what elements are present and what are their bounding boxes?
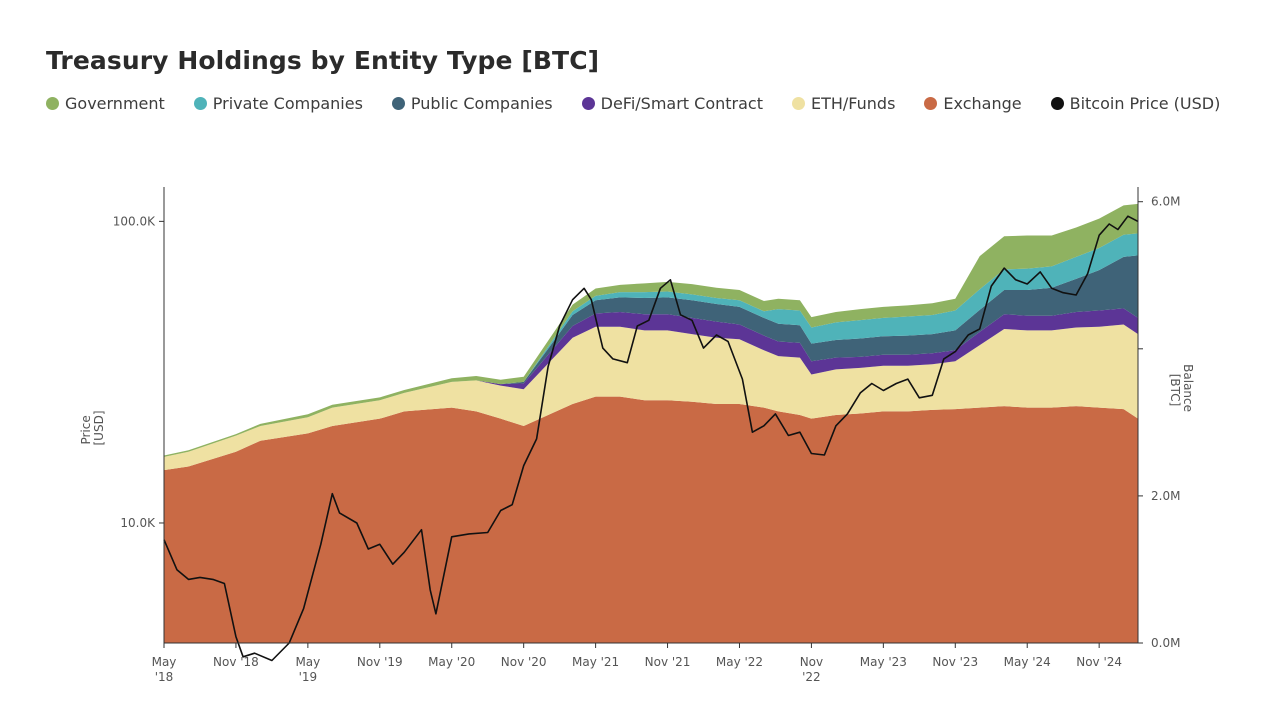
legend-label-public-companies: Public Companies — [410, 94, 553, 113]
right-tick-label: 6.0M — [1151, 195, 1180, 209]
legend-label-private-companies: Private Companies — [212, 94, 363, 113]
x-tick-label-line2: '18 — [155, 670, 174, 684]
x-tick-label: May '20 — [428, 655, 475, 669]
x-tick-label: Nov — [800, 655, 823, 669]
left-axis-title-line1: Price — [79, 415, 93, 444]
left-axis-title: Price [USD] — [79, 410, 106, 445]
legend-item-exchange[interactable]: Exchange — [924, 94, 1022, 113]
x-tick-label: Nov '20 — [501, 655, 547, 669]
left-axis-title-line2: [USD] — [92, 410, 106, 445]
legend-swatch-defi — [581, 97, 595, 110]
legend-item-eth-funds[interactable]: ETH/Funds — [792, 94, 895, 113]
right-axis-title: Balance [BTC] — [1168, 364, 1195, 416]
chart-title: Treasury Holdings by Entity Type [BTC] — [46, 46, 600, 75]
legend-item-bitcoin-price[interactable]: Bitcoin Price (USD) — [1050, 94, 1221, 113]
legend-item-government[interactable]: Government — [46, 94, 165, 113]
area-exchange — [164, 396, 1138, 643]
x-tick-label: May '22 — [716, 655, 763, 669]
chart-legend: Government Private Companies Public Comp… — [46, 94, 1220, 113]
legend-swatch-eth-funds — [792, 97, 805, 110]
legend-label-bitcoin-price: Bitcoin Price (USD) — [1069, 94, 1221, 113]
right-axis-ticks: 0.0M 2.0M 6.0M — [1138, 195, 1180, 650]
right-axis-title-line1: Balance — [1181, 364, 1195, 412]
legend-label-government: Government — [65, 94, 165, 113]
legend-swatch-bitcoin-price — [1050, 97, 1064, 110]
legend-swatch-government — [46, 97, 59, 110]
legend-swatch-private-companies — [193, 97, 207, 110]
legend-swatch-exchange — [924, 97, 938, 110]
x-tick-label: May — [295, 655, 320, 669]
x-tick-label: Nov '21 — [645, 655, 691, 669]
legend-item-defi[interactable]: DeFi/Smart Contract — [581, 94, 763, 113]
right-axis-title-line2: [BTC] — [1168, 374, 1182, 407]
legend-swatch-public-companies — [391, 97, 405, 110]
x-tick-label-line2: '19 — [299, 670, 318, 684]
price-layer — [163, 215, 1139, 662]
x-tick-label: Nov '19 — [357, 655, 403, 669]
area-defi — [164, 308, 1138, 457]
area-eth — [164, 324, 1138, 471]
x-tick-label: May '23 — [860, 655, 907, 669]
x-tick-label: May '21 — [572, 655, 619, 669]
right-tick-label: 0.0M — [1151, 636, 1180, 650]
left-tick-label: 100.0K — [113, 214, 156, 228]
x-tick-label: Nov '24 — [1076, 655, 1122, 669]
right-tick-label: 2.0M — [1151, 489, 1180, 503]
price-line — [163, 215, 1139, 662]
legend-item-public-companies[interactable]: Public Companies — [391, 94, 553, 113]
legend-label-defi: DeFi/Smart Contract — [600, 94, 763, 113]
legend-item-private-companies[interactable]: Private Companies — [193, 94, 363, 113]
legend-label-exchange: Exchange — [943, 94, 1022, 113]
x-tick-label: May '24 — [1004, 655, 1051, 669]
legend-label-eth-funds: ETH/Funds — [811, 94, 896, 113]
stacked-areas — [164, 203, 1138, 643]
chart-axes — [163, 187, 1139, 644]
x-tick-label: Nov '18 — [213, 655, 259, 669]
left-tick-label: 10.0K — [120, 516, 156, 530]
x-tick-label: Nov '23 — [932, 655, 978, 669]
x-tick-label-line2: '22 — [802, 670, 821, 684]
x-tick-label: May — [152, 655, 177, 669]
left-axis-ticks: 10.0K 100.0K — [113, 214, 164, 530]
